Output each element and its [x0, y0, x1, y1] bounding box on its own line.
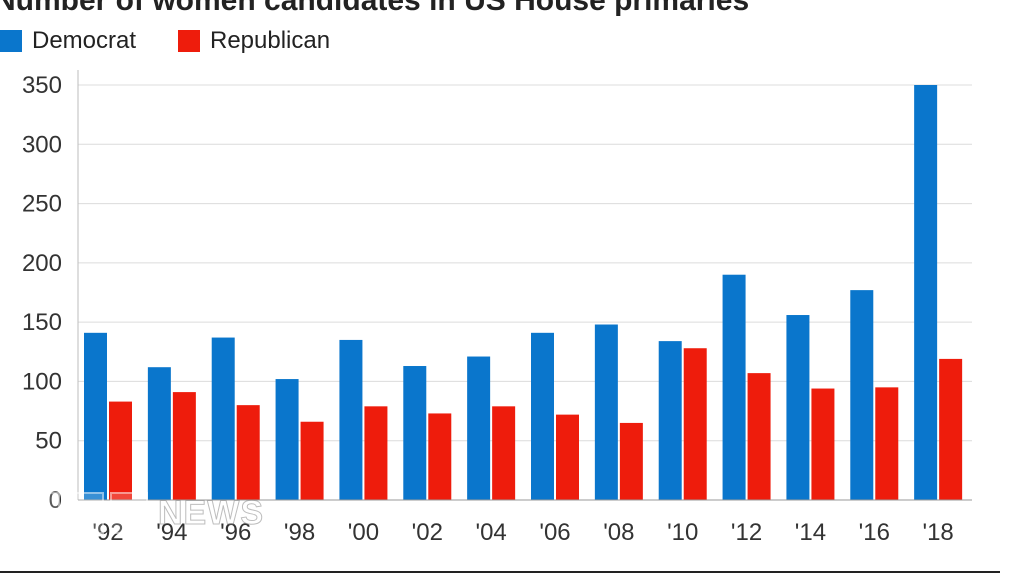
x-tick-label: '14 — [795, 519, 826, 546]
bbc-news-logo: B B C NEWS — [22, 492, 264, 534]
y-tick-label: 250 — [22, 191, 62, 218]
logo-letter: B — [66, 492, 104, 534]
chart-title: Number of women candidates in US House p… — [0, 0, 750, 17]
bar-republican — [939, 358, 963, 500]
bar-democrat — [339, 339, 363, 500]
y-tick-label: 350 — [22, 72, 62, 99]
legend-republican: Republican — [178, 27, 330, 55]
x-tick-label: '04 — [476, 519, 507, 546]
bar-republican — [619, 422, 643, 500]
bar-democrat — [658, 341, 682, 500]
bar-democrat — [594, 324, 618, 500]
bar-democrat — [275, 379, 299, 500]
bar-democrat — [84, 332, 107, 500]
y-tick-label: 100 — [22, 368, 62, 395]
logo-letter: C — [110, 492, 148, 534]
x-tick-label: '16 — [859, 519, 890, 546]
x-tick-label: '02 — [412, 519, 443, 546]
x-tick-label: '10 — [667, 519, 698, 546]
legend-label-democrat: Democrat — [32, 27, 137, 54]
bar-democrat — [722, 274, 746, 500]
bottom-rule — [0, 571, 1000, 573]
x-tick-label: '00 — [348, 519, 379, 546]
bar-republican — [300, 421, 324, 500]
bar-republican — [428, 413, 452, 500]
bar-republican — [172, 392, 196, 500]
bar-republican — [875, 387, 899, 500]
bar-republican — [236, 405, 260, 500]
bar-republican — [364, 406, 388, 500]
legend-label-republican: Republican — [210, 27, 331, 54]
y-tick-label: 50 — [35, 428, 62, 455]
y-tick-label: 300 — [22, 131, 62, 158]
y-tick-label: 200 — [22, 250, 62, 277]
bar-democrat — [531, 332, 554, 500]
legend-democrat: Democrat — [0, 27, 136, 55]
bar-democrat — [467, 356, 491, 500]
bar-democrat — [786, 315, 810, 500]
x-tick-label: '94 — [156, 519, 187, 546]
x-tick-label: '06 — [539, 519, 570, 546]
x-tick-label: '12 — [731, 519, 762, 546]
x-tick-label: '98 — [284, 519, 315, 546]
x-tick-label: '08 — [603, 519, 634, 546]
y-tick-label: 150 — [22, 309, 62, 336]
bar-democrat — [403, 366, 427, 500]
bar-democrat — [147, 367, 171, 500]
legend-swatch-democrat — [0, 30, 22, 52]
bar-democrat — [850, 290, 874, 500]
logo-letter: B — [22, 492, 60, 534]
x-tick-label: '18 — [923, 519, 954, 546]
bar-republican — [109, 401, 132, 500]
bar-republican — [492, 406, 516, 500]
bar-republican — [811, 388, 835, 500]
bar-republican — [556, 414, 579, 500]
bar-democrat — [914, 85, 938, 500]
bar-republican — [747, 373, 771, 500]
legend-swatch-republican — [178, 30, 200, 52]
x-tick-label: '96 — [220, 519, 251, 546]
logo-word: NEWS — [158, 493, 264, 532]
bar-democrat — [211, 337, 235, 500]
bar-republican — [683, 348, 707, 500]
